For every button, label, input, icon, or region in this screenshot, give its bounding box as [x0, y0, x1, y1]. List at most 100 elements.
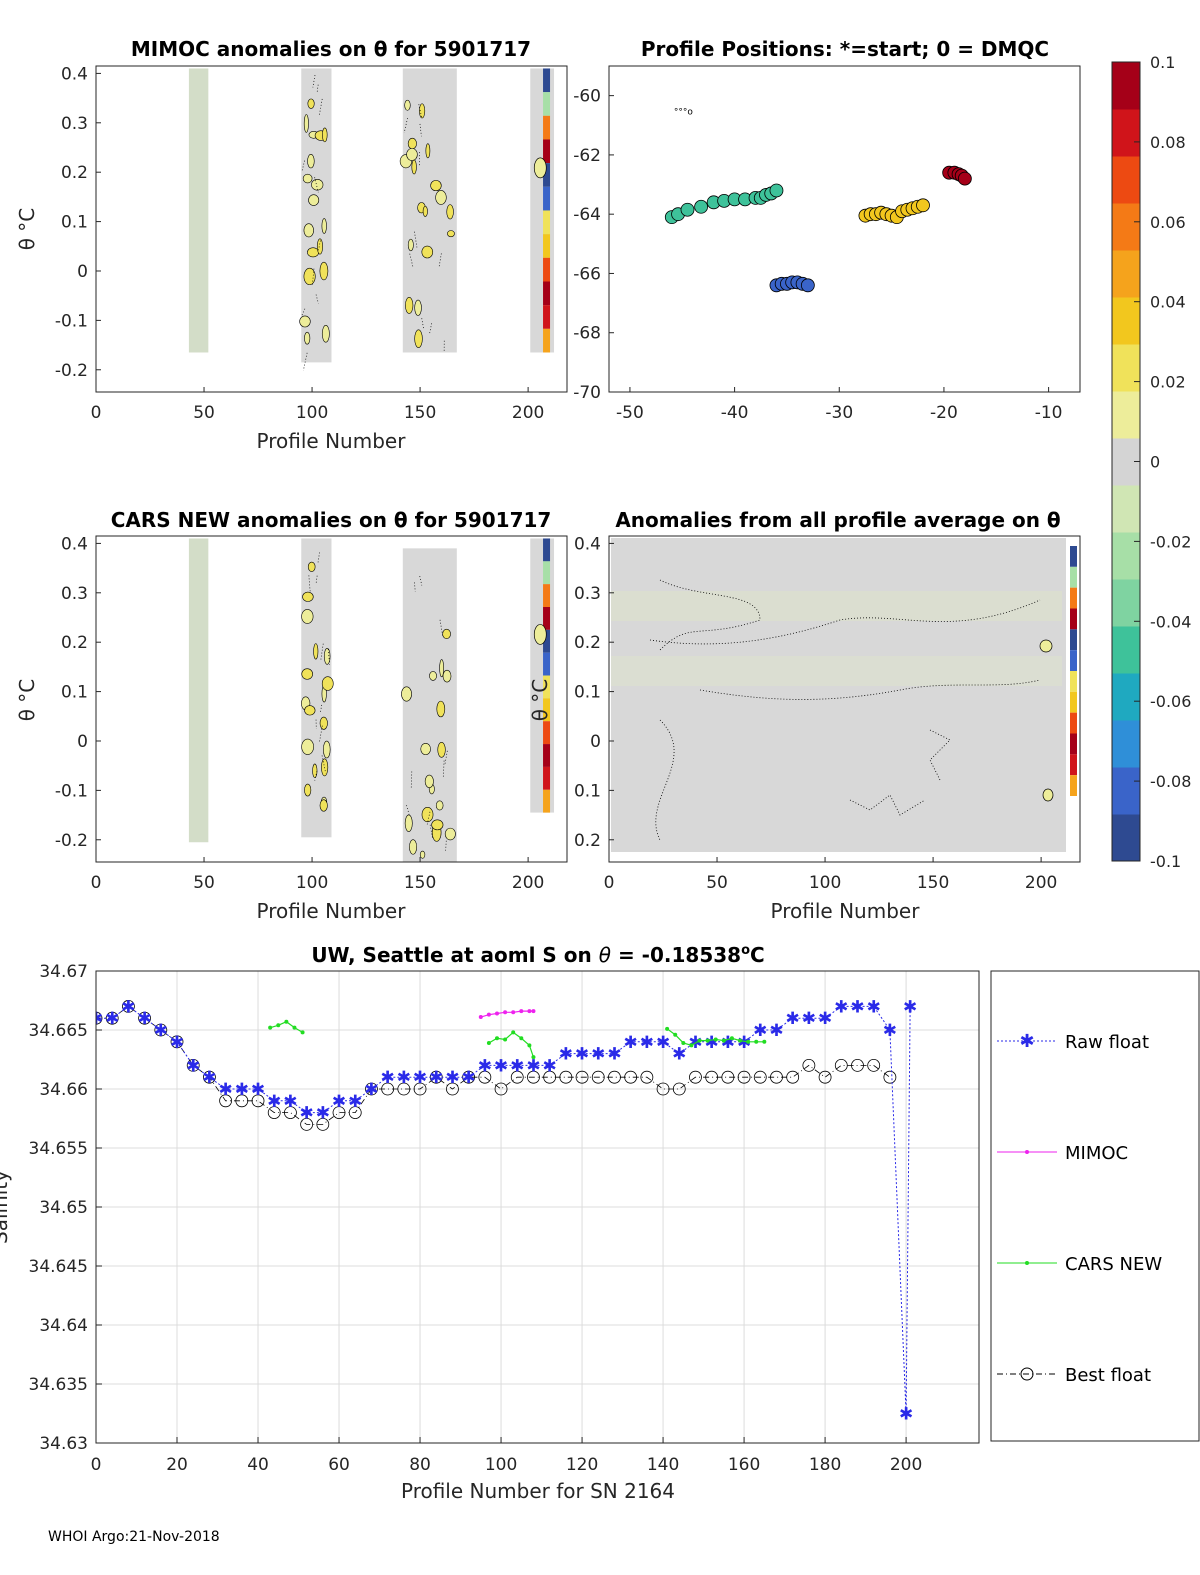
contour-blob: [439, 659, 445, 678]
edge-cell: [543, 281, 551, 306]
contour-blob: [401, 686, 412, 702]
colorbar-segment: [1112, 579, 1140, 627]
contour-blob: [307, 98, 315, 109]
raw-float-point: ✱: [591, 1045, 605, 1065]
edge-cell: [543, 163, 551, 187]
profile-position-dot: [769, 183, 784, 198]
cars-new-point: [721, 1038, 726, 1043]
contour-dotted: [314, 177, 319, 193]
mimoc-y-tick-label: 0.4: [61, 64, 88, 84]
raw-float-point: ✱: [332, 1092, 346, 1112]
panel-positions-title: Profile Positions: *=start; 0 = DMQC: [641, 37, 1049, 61]
allavg-x-tick-label: 200: [1025, 873, 1057, 893]
best-float-point: [413, 1082, 427, 1096]
cars-new-point: [729, 1036, 734, 1041]
contour-blob: [414, 329, 423, 348]
allavg-contour-dotted: [929, 729, 951, 781]
allavg-y-tick-label: 0.1: [574, 683, 601, 703]
mimoc-x-ticks: 0 50 100 150 200: [91, 387, 544, 423]
contour-blob: [307, 154, 315, 169]
cars-new-point: [531, 1055, 536, 1060]
panel-mimoc-title: MIMOC anomalies on θ for 5901717: [131, 37, 531, 61]
colorbar-tick-label: -0.08: [1150, 772, 1191, 791]
mimoc-y-tick-label: 0: [77, 262, 88, 282]
legend-raw-marker: ✱: [1019, 1031, 1034, 1052]
raw-float-point: ✱: [283, 1092, 297, 1112]
contour-dotted: [444, 750, 448, 766]
salinity-series: ✱ ✱✱✱✱✱✱✱✱ ✱ ✱✱ ✱✱ ✱✱ ✱✱✱ ✱ ✱ ✱ ✱ ✱✱ ✱ ✱ ✱ ✱✱ ✱ ✱ ✱✱ ✱ ✱✱✱ ✱ ✱…: [96, 997, 917, 1425]
contour-dotted: [315, 575, 318, 584]
salinity-x-tick-label: 160: [728, 1455, 760, 1475]
cars-y-label: θ °C: [15, 679, 39, 722]
positions-x-tick-label: -20: [930, 403, 958, 423]
cars-new-point: [746, 1039, 751, 1044]
contour-dotted: [327, 649, 330, 665]
raw-float-point: ✱: [510, 1056, 524, 1076]
contour-dotted: [406, 805, 410, 816]
mimoc-y-ticks: 0.4 0.3 0.2 0.1 0 -0.1 -0.2: [55, 64, 101, 381]
mimoc-y-label: θ °C: [15, 208, 39, 251]
cars-x-tick-label: 0: [91, 873, 102, 893]
contour-blob: [321, 676, 334, 691]
raw-float-point: ✱: [381, 1068, 395, 1088]
best-float-point: [672, 1082, 686, 1096]
colorbar-tick-label: 0.08: [1150, 133, 1186, 152]
raw-float-point: ✱: [251, 1080, 265, 1100]
field-block: [188, 538, 209, 843]
raw-float-point: ✱: [316, 1104, 330, 1124]
cars-x-ticks: 0 50 100 150 200: [91, 857, 544, 893]
cars-new-point: [527, 1043, 532, 1048]
edge-cell: [543, 607, 551, 630]
allavg-field-background: [611, 538, 1066, 854]
contour-blob: [533, 624, 547, 645]
colorbar-segment: [1112, 814, 1140, 862]
mimoc-x-tick-label: 0: [91, 403, 102, 423]
raw-float-point: ✱: [656, 1033, 670, 1053]
cars-new-point: [494, 1036, 499, 1041]
raw-float-point: ✱: [867, 997, 881, 1017]
edge-cell: [543, 584, 551, 608]
contour-blob: [446, 204, 454, 220]
edge-cell: [543, 139, 551, 164]
salinity-x-tick-label: 180: [809, 1455, 841, 1475]
allavg-edge-cell: [1070, 629, 1077, 651]
allavg-edge-cell: [1070, 650, 1077, 671]
raw-float-point: ✱: [786, 1009, 800, 1029]
raw-float-point: ✱: [494, 1056, 508, 1076]
allavg-y-ticks: 0.4 0.3 0.2 0.1 0 0.1 0.2: [574, 534, 614, 851]
salinity-x-tick-label: 40: [247, 1455, 269, 1475]
raw-float-point: ✱: [607, 1045, 621, 1065]
raw-float-point: ✱: [559, 1045, 573, 1065]
profile-position-dot: [916, 198, 930, 213]
raw-float-point: ✱: [105, 1009, 119, 1029]
edge-cell: [543, 744, 551, 767]
colorbar-segment: [1112, 297, 1140, 345]
cars-y-ticks: 0.4 0.3 0.2 0.1 0 -0.1 -0.2: [55, 534, 101, 851]
cars-new-point: [284, 1019, 289, 1024]
allavg-x-tick-label: 100: [809, 873, 841, 893]
cars-new-point: [705, 1038, 710, 1043]
legend-raw-label: Raw float: [1065, 1032, 1149, 1053]
best-float-point: [154, 1023, 168, 1037]
contour-blob: [421, 245, 434, 259]
contour-blob: [303, 114, 309, 133]
raw-float-point: ✱: [737, 1033, 751, 1053]
best-float-point: [478, 1070, 492, 1084]
best-float-point: [624, 1070, 638, 1084]
raw-float-point: ✱: [348, 1092, 362, 1112]
contour-blob: [304, 331, 311, 345]
cars-new-line: [488, 1031, 535, 1058]
allavg-x-tick-label: 150: [917, 873, 949, 893]
colorbar-tick-label: -0.02: [1150, 532, 1191, 551]
allavg-x-tick-label: 50: [706, 873, 728, 893]
contour-dotted: [403, 118, 408, 133]
positions-y-tick-label: -68: [573, 324, 601, 344]
contour-blob: [304, 705, 316, 716]
contour-blob: [431, 819, 444, 831]
footer-stamp: WHOI Argo:21-Nov-2018: [48, 1529, 220, 1545]
mimoc-point: [531, 1009, 536, 1014]
contour-dotted: [319, 704, 323, 714]
salinity-y-ticks: 34.67 34.665 34.66 34.655 34.65 34.645 34.64 34…: [29, 962, 102, 1454]
cars-x-tick-label: 50: [193, 873, 215, 893]
profile-position-dot: [680, 202, 695, 217]
